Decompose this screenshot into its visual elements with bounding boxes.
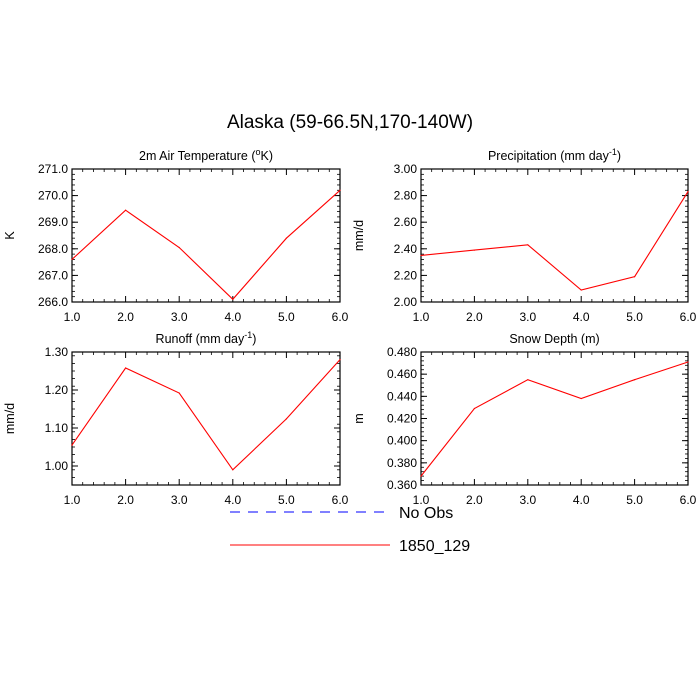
y-tick-label: 267.0 bbox=[38, 268, 68, 282]
chart-panel-2: 1.0 2.0 3.0 4.0 5.0 6.0 2.00 2.20 2.40 2.60 2.80 3.… bbox=[352, 147, 697, 324]
plot-frame bbox=[420, 168, 689, 303]
data-point bbox=[178, 246, 180, 249]
y-tick-label: 1.20 bbox=[45, 383, 69, 397]
x-tick-label: 5.0 bbox=[626, 310, 643, 324]
y-tick-label: 0.380 bbox=[387, 456, 417, 470]
legend-label: No Obs bbox=[399, 505, 453, 522]
data-point bbox=[285, 237, 287, 239]
legend: No Obs 1850_129 bbox=[230, 505, 470, 555]
series-line bbox=[420, 191, 689, 291]
data-point bbox=[473, 407, 475, 410]
y-tick-label: 1.30 bbox=[45, 345, 69, 359]
x-tick-label: 1.0 bbox=[413, 310, 430, 324]
data-point bbox=[71, 258, 73, 261]
y-tick-label: 2.60 bbox=[394, 215, 418, 229]
data-point bbox=[420, 254, 422, 257]
x-tick-label: 2.0 bbox=[117, 493, 134, 507]
legend-label: 1850_129 bbox=[399, 538, 470, 555]
data-point bbox=[71, 444, 73, 446]
y-tick-label: 0.460 bbox=[387, 367, 417, 381]
data-point bbox=[687, 361, 689, 363]
series-line bbox=[71, 359, 341, 471]
x-tick-label: 6.0 bbox=[332, 493, 349, 507]
x-tick-label: 5.0 bbox=[278, 310, 295, 324]
y-tick-label: 0.440 bbox=[387, 389, 417, 403]
y-axis-label: m bbox=[352, 413, 366, 423]
data-point bbox=[527, 244, 529, 246]
x-tick-label: 1.0 bbox=[64, 310, 81, 324]
data-point bbox=[527, 379, 529, 381]
x-tick-label: 3.0 bbox=[519, 493, 536, 507]
x-tick-label: 3.0 bbox=[171, 310, 188, 324]
y-tick-label: 2.80 bbox=[394, 189, 418, 203]
x-tick-label: 4.0 bbox=[573, 493, 590, 507]
data-point bbox=[420, 475, 422, 477]
x-tick-label: 4.0 bbox=[224, 310, 241, 324]
plot-frame bbox=[71, 168, 341, 303]
panel-title: Precipitation (mm day-1) bbox=[488, 147, 621, 163]
series-line bbox=[420, 361, 689, 477]
panel-title: 2m Air Temperature (oK) bbox=[139, 147, 273, 163]
y-tick-label: 2.20 bbox=[394, 268, 418, 282]
y-tick-label: 0.400 bbox=[387, 434, 417, 448]
data-point bbox=[634, 379, 636, 381]
data-point bbox=[285, 418, 287, 420]
data-point bbox=[473, 249, 475, 251]
series-line bbox=[71, 189, 341, 301]
x-tick-label: 2.0 bbox=[466, 493, 483, 507]
chart-panel-3: 1.0 2.0 3.0 4.0 5.0 6.0 1.00 1.10 1.20 1.30 Runoff… bbox=[3, 330, 349, 507]
x-tick-label: 6.0 bbox=[680, 310, 697, 324]
data-point bbox=[125, 367, 127, 369]
plot-frame bbox=[420, 351, 689, 486]
data-point bbox=[634, 276, 636, 278]
y-tick-label: 2.00 bbox=[394, 295, 418, 309]
y-axis-label: K bbox=[3, 231, 17, 240]
x-tick-label: 4.0 bbox=[573, 310, 590, 324]
panel-title: Snow Depth (m) bbox=[509, 332, 599, 346]
y-tick-label: 271.0 bbox=[38, 162, 68, 176]
y-tick-label: 269.0 bbox=[38, 215, 68, 229]
y-tick-label: 1.10 bbox=[45, 421, 69, 435]
panel-title: Runoff (mm day-1) bbox=[156, 330, 257, 346]
data-point bbox=[580, 397, 582, 400]
data-point bbox=[232, 469, 234, 471]
x-tick-label: 1.0 bbox=[64, 493, 81, 507]
figure-title: Alaska (59-66.5N,170-140W) bbox=[226, 112, 474, 133]
data-point bbox=[339, 189, 341, 191]
y-axis-label: mm/d bbox=[352, 220, 366, 251]
x-tick-label: 4.0 bbox=[224, 493, 241, 507]
x-tick-label: 2.0 bbox=[466, 310, 483, 324]
y-tick-label: 268.0 bbox=[38, 242, 68, 256]
x-tick-label: 6.0 bbox=[680, 493, 697, 507]
chart-panel-1: 1.0 2.0 3.0 4.0 5.0 6.0 266.0 267.0 268.0 269.0 27… bbox=[3, 147, 349, 324]
data-point bbox=[125, 209, 127, 211]
y-tick-label: 1.00 bbox=[45, 459, 69, 473]
y-tick-label: 0.420 bbox=[387, 412, 417, 426]
x-tick-label: 2.0 bbox=[117, 310, 134, 324]
chart-panel-4: 1.0 2.0 3.0 4.0 5.0 6.0 0.360 0.380 0.400 0.420 0.… bbox=[352, 332, 697, 507]
data-point bbox=[232, 298, 234, 300]
x-tick-label: 6.0 bbox=[332, 310, 349, 324]
y-tick-label: 2.40 bbox=[394, 242, 418, 256]
y-tick-label: 270.0 bbox=[38, 189, 68, 203]
x-tick-label: 5.0 bbox=[278, 493, 295, 507]
y-tick-label: 0.480 bbox=[387, 345, 417, 359]
x-tick-label: 3.0 bbox=[519, 310, 536, 324]
plot-frame bbox=[71, 351, 341, 486]
data-point bbox=[580, 289, 582, 291]
y-tick-label: 0.360 bbox=[387, 478, 417, 492]
x-tick-label: 5.0 bbox=[626, 493, 643, 507]
data-point bbox=[178, 392, 180, 394]
y-tick-label: 266.0 bbox=[38, 295, 68, 309]
y-axis-label: mm/d bbox=[3, 403, 17, 434]
x-tick-label: 3.0 bbox=[171, 493, 188, 507]
x-tick-label: 1.0 bbox=[413, 493, 430, 507]
data-point bbox=[339, 359, 341, 361]
y-tick-label: 3.00 bbox=[394, 162, 418, 176]
data-point bbox=[687, 191, 689, 193]
